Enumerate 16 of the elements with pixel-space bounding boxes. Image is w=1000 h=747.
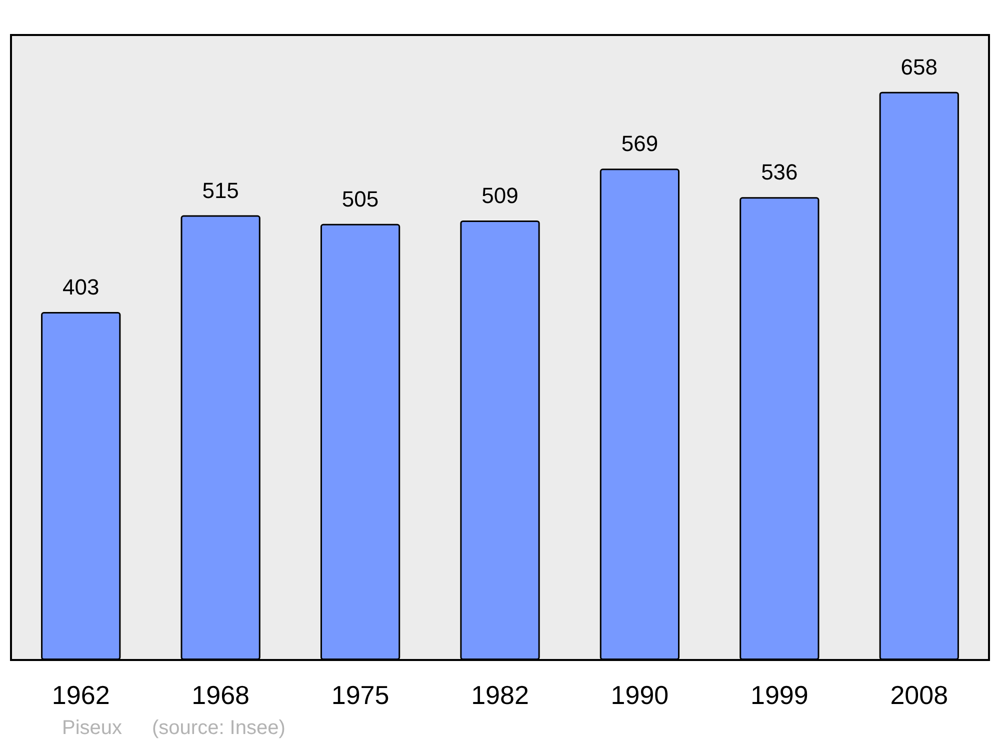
text: (source: Insee) — [152, 717, 286, 739]
x-tick-label: 1990 — [610, 680, 669, 710]
x-tick-label: 1962 — [52, 680, 110, 710]
data-label: 403 — [62, 274, 100, 300]
x-tick-label: 2008 — [890, 680, 948, 710]
data-label: 505 — [342, 186, 379, 212]
data-label: 509 — [482, 182, 518, 208]
data-label: 658 — [900, 54, 938, 80]
x-tick-label: 1982 — [471, 680, 529, 710]
x-tick-label: 1975 — [331, 680, 390, 710]
data-label: 569 — [621, 131, 658, 156]
data-label: 515 — [202, 178, 239, 203]
x-tick-label: 1999 — [750, 680, 808, 710]
text: Piseux — [62, 717, 122, 739]
data-label: 536 — [761, 160, 798, 185]
x-tick-label: 1968 — [192, 680, 250, 710]
